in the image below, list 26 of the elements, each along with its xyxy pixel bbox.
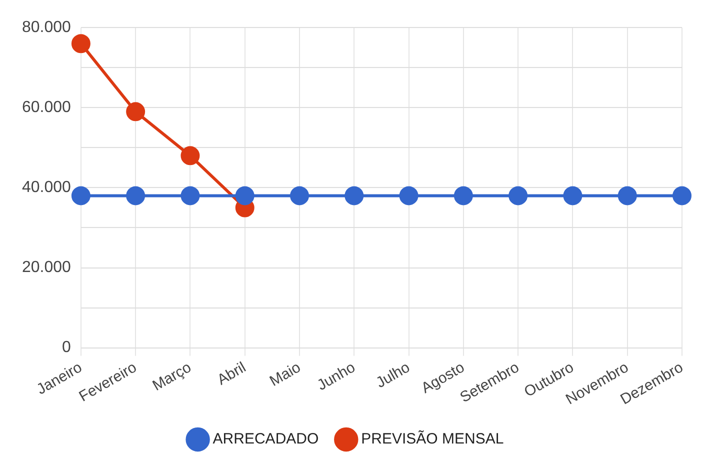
- point: [126, 186, 146, 206]
- point: [180, 146, 200, 166]
- point: [508, 186, 528, 206]
- y-tick-label: 80.000: [22, 19, 72, 36]
- point: [672, 186, 692, 206]
- legend-label: PREVISÃO MENSAL: [361, 430, 504, 448]
- x-tick-label: Julho: [373, 358, 413, 392]
- point: [454, 186, 473, 206]
- x-tick-label: Abril: [214, 358, 249, 389]
- point: [344, 186, 364, 206]
- x-tick-label: Junho: [314, 358, 358, 394]
- y-tick-label: 40.000: [22, 179, 72, 196]
- point: [126, 102, 146, 122]
- y-tick-label: 0: [62, 339, 72, 356]
- legend-label: ARRECADADO: [212, 430, 319, 448]
- point: [71, 186, 90, 206]
- point: [180, 186, 200, 206]
- point: [71, 34, 90, 54]
- point: [563, 186, 582, 206]
- y-tick-label: 20.000: [22, 259, 72, 276]
- point: [290, 186, 310, 206]
- point: [399, 186, 418, 206]
- x-tick-label: Maio: [266, 358, 304, 390]
- point: [235, 186, 254, 206]
- point: [618, 186, 637, 206]
- y-tick-label: 60.000: [22, 99, 72, 116]
